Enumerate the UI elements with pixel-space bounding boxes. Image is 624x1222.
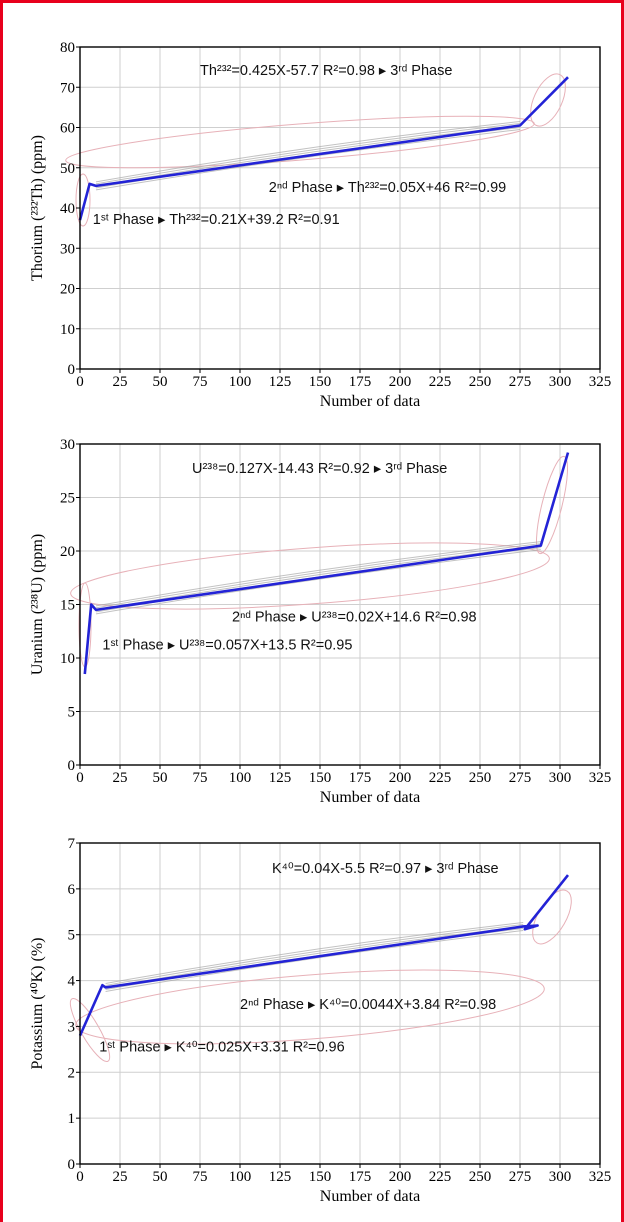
x-tick-label: 150: [309, 770, 332, 786]
equation-annotation: 2ⁿᵈ Phase ▸ U²³⁸=0.02X+14.6 R²=0.98: [232, 610, 477, 626]
y-tick-label: 80: [60, 40, 75, 56]
y-tick-label: 40: [60, 201, 75, 217]
y-tick-label: 4: [68, 974, 76, 990]
y-tick-label: 0: [68, 758, 76, 774]
equation-annotation: 1ˢᵗ Phase ▸ K⁴⁰=0.025X+3.31 R²=0.96: [99, 1040, 345, 1056]
equation-annotation: 1ˢᵗ Phase ▸ Th²³²=0.21X+39.2 R²=0.91: [93, 212, 340, 228]
x-tick-label: 325: [589, 374, 612, 390]
x-tick-label: 250: [469, 1169, 492, 1185]
data-band: [96, 548, 541, 612]
phase-ellipse: [523, 69, 572, 132]
x-tick-label: 50: [153, 1169, 168, 1185]
y-axis-label: Thorium (²³²Th) (ppm): [29, 135, 46, 281]
x-tick-label: 225: [429, 1169, 452, 1185]
y-tick-label: 10: [60, 651, 75, 667]
x-tick-label: 250: [469, 374, 492, 390]
x-tick-label: 0: [76, 770, 84, 786]
y-tick-label: 70: [60, 80, 75, 96]
x-tick-label: 200: [389, 374, 412, 390]
x-tick-label: 275: [509, 374, 532, 390]
chart-panel-2: 0 25 50 75 100 125 150 175 200 225 250 275 300 325 0 5 1…: [29, 437, 611, 806]
chart-panel-1: 0 25 50 75 100 125 150 175 200 225 250 275 300 325 0 10…: [29, 40, 611, 410]
x-tick-label: 200: [389, 770, 412, 786]
x-tick-label: 225: [429, 374, 452, 390]
x-tick-label: 100: [229, 1169, 252, 1185]
x-tick-label: 175: [349, 374, 372, 390]
x-axis-label: Number of data: [320, 1188, 420, 1205]
x-tick-label: 250: [469, 770, 492, 786]
x-tick-label: 150: [309, 374, 332, 390]
x-tick-label: 325: [589, 770, 612, 786]
x-tick-label: 175: [349, 770, 372, 786]
y-axis-label: Potassium (⁴⁰K) (%): [29, 938, 46, 1070]
x-tick-label: 75: [193, 770, 208, 786]
y-tick-label: 3: [68, 1019, 76, 1035]
y-tick-label: 50: [60, 161, 75, 177]
x-tick-label: 0: [76, 1169, 84, 1185]
x-axis-label: Number of data: [320, 393, 420, 410]
x-tick-label: 325: [589, 1169, 612, 1185]
data-band: [106, 930, 524, 991]
x-tick-label: 275: [509, 770, 532, 786]
x-tick-label: 150: [309, 1169, 332, 1185]
equation-annotation: 1ˢᵗ Phase ▸ U²³⁸=0.057X+13.5 R²=0.95: [102, 637, 352, 653]
y-tick-label: 15: [60, 598, 75, 614]
phase-ellipse: [76, 174, 90, 226]
y-axis-label: Uranium (²³⁸U) (ppm): [29, 534, 46, 675]
y-tick-label: 2: [68, 1065, 76, 1081]
y-tick-label: 10: [60, 322, 75, 338]
x-tick-label: 225: [429, 770, 452, 786]
x-tick-label: 75: [193, 374, 208, 390]
equation-annotation: 2ⁿᵈ Phase ▸ Th²³²=0.05X+46 R²=0.99: [269, 180, 506, 196]
y-tick-label: 0: [68, 1157, 76, 1173]
equation-annotation: 2ⁿᵈ Phase ▸ K⁴⁰=0.0044X+3.84 R²=0.98: [240, 997, 496, 1013]
x-tick-label: 0: [76, 374, 84, 390]
x-tick-label: 25: [113, 1169, 128, 1185]
x-tick-label: 125: [269, 1169, 292, 1185]
y-tick-label: 5: [68, 928, 76, 944]
x-tick-label: 300: [549, 374, 572, 390]
x-tick-label: 125: [269, 770, 292, 786]
x-axis-label: Number of data: [320, 789, 420, 806]
x-tick-label: 25: [113, 374, 128, 390]
x-tick-label: 300: [549, 1169, 572, 1185]
y-tick-label: 25: [60, 491, 75, 507]
x-tick-label: 275: [509, 1169, 532, 1185]
x-tick-label: 50: [153, 374, 168, 390]
x-tick-label: 175: [349, 1169, 372, 1185]
x-tick-label: 100: [229, 770, 252, 786]
x-tick-label: 100: [229, 374, 252, 390]
chart-panel-3: 0 25 50 75 100 125 150 175 200 225 250 275 300 325012…: [29, 836, 611, 1205]
y-tick-label: 60: [60, 121, 75, 137]
y-tick-label: 30: [60, 437, 75, 453]
y-tick-label: 7: [68, 836, 76, 852]
x-tick-label: 25: [113, 770, 128, 786]
y-tick-label: 0: [68, 362, 76, 378]
x-tick-label: 50: [153, 770, 168, 786]
equation-annotation: K⁴⁰=0.04X-5.5 R²=0.97 ▸ 3ʳᵈ Phase: [272, 861, 499, 877]
equation-annotation: Th²³²=0.425X-57.7 R²=0.98 ▸ 3ʳᵈ Phase: [200, 63, 452, 79]
y-tick-label: 6: [68, 882, 76, 898]
x-tick-label: 200: [389, 1169, 412, 1185]
y-tick-label: 20: [60, 544, 75, 560]
x-tick-label: 75: [193, 1169, 208, 1185]
y-tick-label: 20: [60, 282, 75, 298]
x-tick-label: 300: [549, 770, 572, 786]
y-tick-label: 1: [68, 1111, 76, 1127]
equation-annotation: U²³⁸=0.127X-14.43 R²=0.92 ▸ 3ʳᵈ Phase: [192, 461, 447, 477]
y-tick-label: 30: [60, 241, 75, 257]
y-tick-label: 5: [68, 705, 76, 721]
x-tick-label: 125: [269, 374, 292, 390]
